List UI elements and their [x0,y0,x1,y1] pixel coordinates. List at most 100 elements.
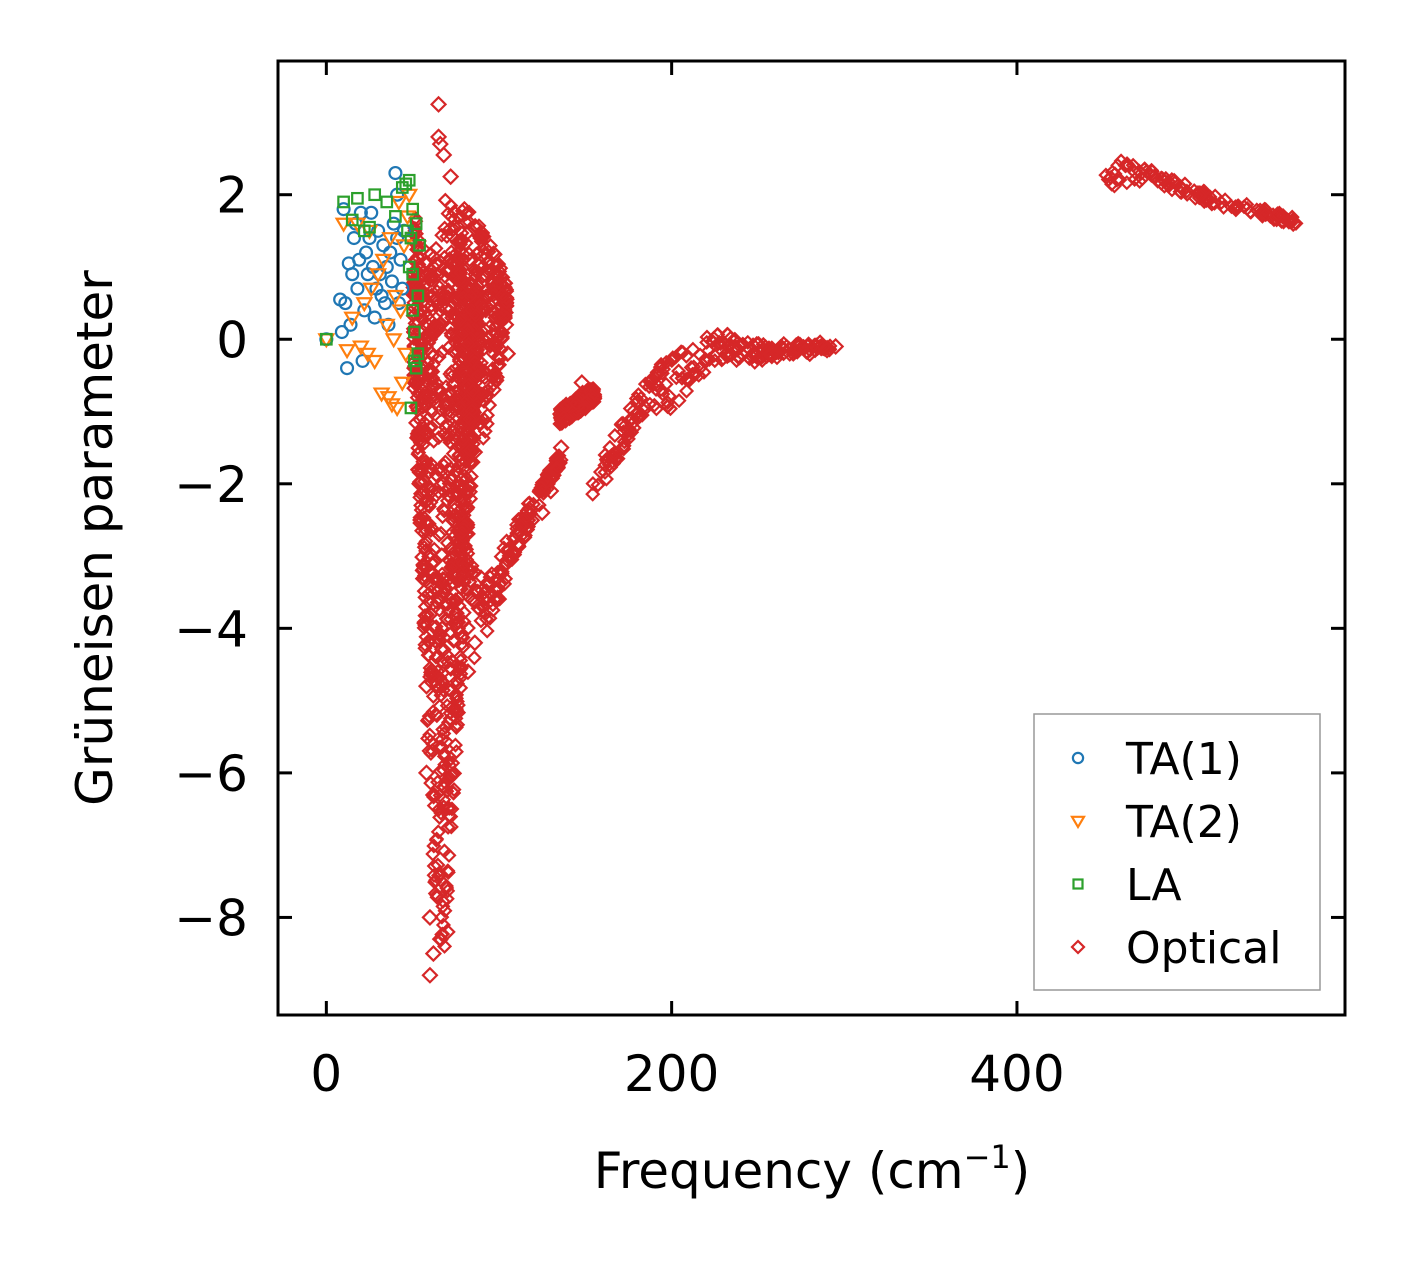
optical-band-1-point [487,367,503,383]
data-point [362,282,381,298]
optical-band-0-point [458,484,474,500]
optical-band-0-point [442,250,458,267]
data-point [533,504,551,522]
optical-band-1-point [473,355,490,371]
optical-band-0-point [425,571,441,587]
optical-band-0-point [417,599,433,615]
optical-band-4-point [607,427,623,443]
legend-marker-optical [1070,939,1086,955]
optical-band-0-point [443,559,459,575]
optical-band-0-point [446,513,462,529]
optical-band-5-point [1206,195,1223,211]
optical-band-1-point [489,269,505,285]
optical-band-1-point [483,302,499,318]
optical-band-0-point [463,468,479,485]
optical-band-0-point [436,642,452,658]
data-point [466,634,484,652]
optical-band-4-point [633,390,649,406]
optical-band-5-point [1119,175,1135,191]
optical-band-0-point [430,462,446,478]
optical-band-1-point [462,442,478,459]
optical-band-0-point [427,598,444,614]
optical-band-0-point [436,843,453,859]
series-la [319,173,426,415]
data-point [773,339,791,357]
optical-band-2-point [521,495,537,511]
optical-band-0-point [443,661,459,678]
optical-band-0-point [423,401,439,418]
optical-band-0-point [453,666,469,682]
optical-band-4-point [616,419,632,435]
optical-band-0-point [438,379,454,395]
optical-band-2-point [494,565,510,582]
optical-band-1-point [452,399,468,415]
optical-band-0-point [438,878,454,894]
optical-band-0-point [453,471,469,487]
optical-band-0-point [444,801,460,817]
optical-band-0-point [439,535,455,551]
optical-band-1-point [460,336,476,352]
optical-band-2-point [470,600,486,616]
legend-label: LA [1126,860,1182,911]
optical-band-0-point [415,454,431,470]
data-point [435,146,453,164]
optical-band-1-point [498,275,514,291]
optical-band-4-point [616,441,632,457]
optical-band-4-point [660,399,676,415]
optical-band-0-point [431,527,447,543]
optical-band-0-point [414,461,430,477]
optical-band-4-point [585,486,601,502]
data-point [811,334,829,352]
optical-band-0-point [416,539,432,555]
optical-band-4-point [710,326,726,343]
optical-band-0-point [423,584,439,600]
optical-band-5-point [1161,177,1177,193]
optical-band-1-point [478,288,494,304]
optical-band-4-point [782,341,798,357]
legend-label: TA(2) [1125,797,1242,848]
optical-band-4-point [624,410,640,426]
optical-band-0-point [437,774,453,790]
x-tick-label: 0 [310,1045,342,1103]
optical-band-1-point [477,251,493,267]
optical-band-3-point [582,383,598,400]
optical-band-1-point [482,238,499,254]
optical-band-0-point [429,268,446,284]
data-point [381,232,400,248]
data-point [417,677,436,695]
optical-band-0-point [434,293,451,309]
optical-band-4-point [630,393,646,409]
optical-band-1-point [451,447,467,463]
optical-band-5-point [1228,200,1244,216]
optical-band-1-point [470,317,487,333]
optical-band-0-point [455,639,471,655]
optical-band-0-point [459,541,475,557]
optical-band-2-point [510,511,527,527]
optical-band-2-point [504,551,520,568]
optical-band-0-point [429,570,445,586]
data-point [343,311,362,327]
data-point [367,310,382,325]
optical-band-5-point [1153,170,1169,186]
optical-band-0-point [423,269,439,285]
data-point [404,231,418,245]
optical-band-4-point [671,393,687,409]
optical-band-0-point [424,555,441,571]
data-point [377,296,393,311]
legend: TA(1) TA(2) LA Optical [1033,713,1321,991]
optical-band-5-point [1258,202,1274,218]
data-point [319,332,333,346]
optical-band-1-point [453,264,469,281]
optical-band-0-point [421,647,437,663]
optical-band-4-point [642,396,658,412]
optical-band-0-point [445,702,461,718]
optical-band-0-point [425,704,441,720]
optical-band-5-point [1258,207,1274,223]
data-point [827,337,845,356]
optical-band-5-point [1164,182,1180,198]
optical-band-4-point [598,451,614,468]
optical-band-0-point [431,801,447,817]
optical-band-0-point [425,736,441,752]
optical-band-2-point [454,525,470,541]
